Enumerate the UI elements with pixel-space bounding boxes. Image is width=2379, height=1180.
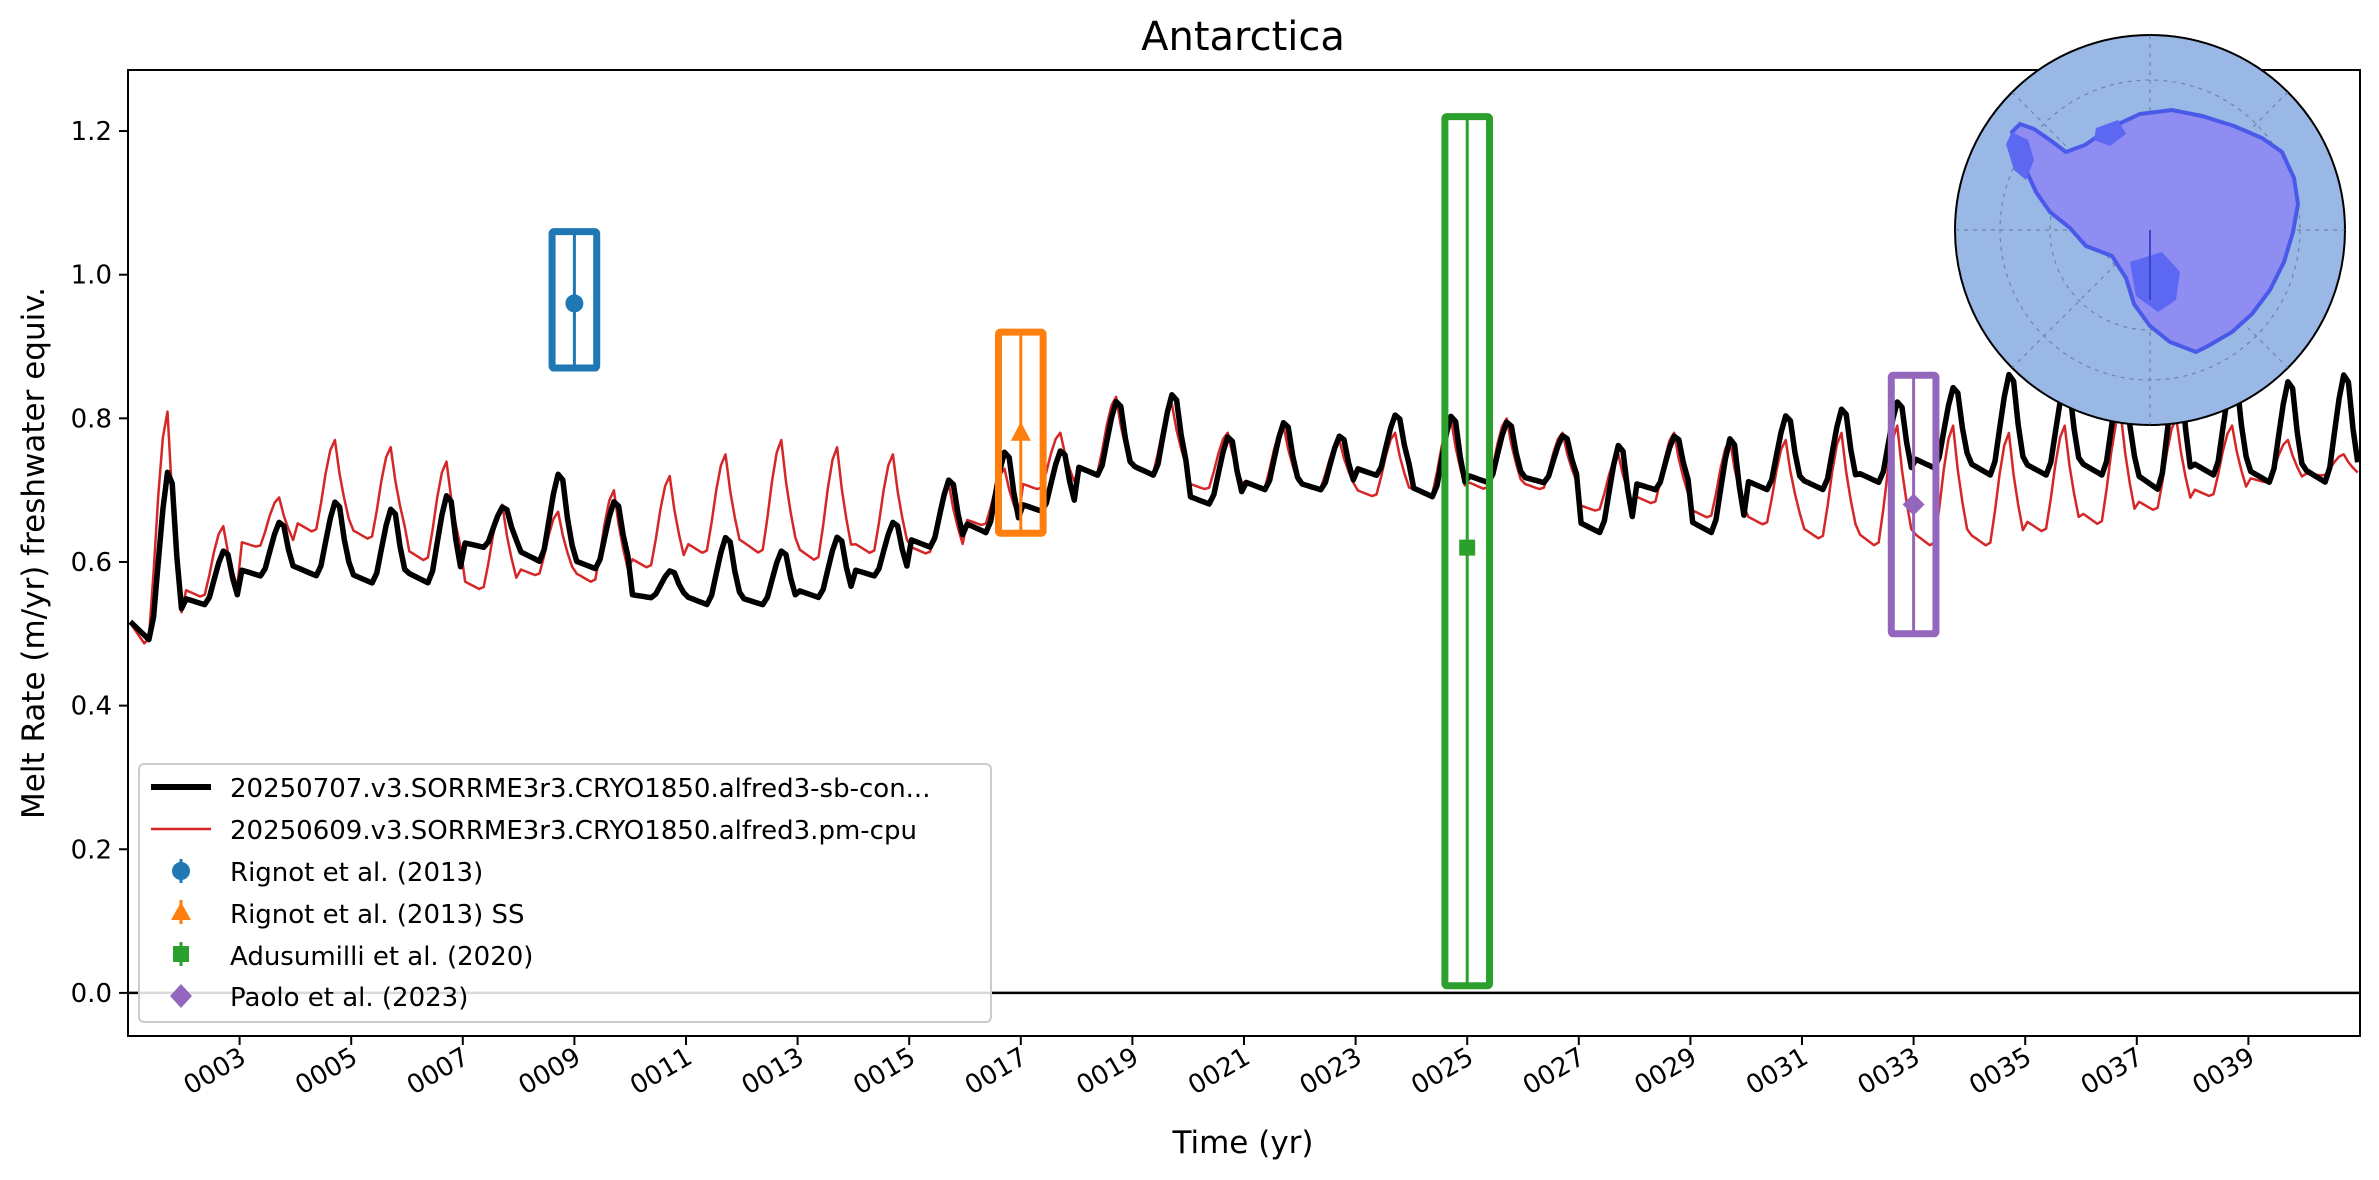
observation-marker (1459, 539, 1476, 556)
x-tick-label: 0017 (960, 1042, 1032, 1101)
observation-2 (994, 328, 1047, 537)
x-tick-label: 0015 (848, 1042, 920, 1101)
legend-label-rignot-2013-ss: Rignot et al. (2013) SS (230, 900, 525, 930)
x-tick-label: 0007 (402, 1042, 474, 1101)
observation-marker (1010, 421, 1031, 441)
legend-label-model-1: 20250707.v3.SORRME3r3.CRYO1850.alfred3-s… (230, 774, 930, 804)
y-tick-label: 0.6 (71, 548, 112, 578)
y-tick-label: 0.2 (71, 835, 112, 865)
x-tick-label: 0033 (1853, 1042, 1925, 1101)
x-tick-label: 0027 (1518, 1042, 1590, 1101)
legend: 20250707.v3.SORRME3r3.CRYO1850.alfred3-s… (138, 763, 992, 1023)
y-tick-label: 0.4 (71, 692, 112, 722)
legend-box (138, 763, 992, 1023)
observation-marker (565, 294, 584, 313)
legend-label-adusumilli-2020: Adusumilli et al. (2020) (230, 942, 533, 972)
series-line-model-2 (129, 395, 2359, 645)
y-tick-label: 1.2 (71, 117, 112, 147)
x-tick-label: 0013 (737, 1042, 809, 1101)
legend-label-model-2: 20250609.v3.SORRME3r3.CRYO1850.alfred3.p… (230, 816, 917, 846)
antarctica-inset-map (1954, 34, 2346, 426)
ross-ice-shelf (2130, 252, 2180, 312)
y-tick-label: 0.0 (71, 979, 112, 1009)
observation-3 (1441, 113, 1494, 990)
observation-4 (1887, 371, 1940, 638)
y-axis-label: Melt Rate (m/yr) freshwater equiv. (16, 287, 52, 819)
x-tick-label: 0023 (1295, 1042, 1367, 1101)
x-tick-label: 0009 (514, 1042, 586, 1101)
x-axis-label: Time (yr) (1172, 1125, 1314, 1161)
x-tick-label: 0019 (1072, 1042, 1144, 1101)
x-tick-label: 0011 (625, 1042, 697, 1101)
antarctic-peninsula (2006, 132, 2034, 180)
plot-area (128, 113, 2360, 995)
x-tick-label: 0003 (179, 1042, 251, 1101)
series-line-model-1 (128, 365, 2360, 643)
x-tick-label: 0031 (1741, 1042, 1813, 1101)
y-tick-label: 1.0 (71, 261, 112, 291)
y-tick-label: 0.8 (71, 404, 112, 434)
x-tick-label: 0035 (1964, 1042, 2036, 1101)
chart-title: Antarctica (1141, 14, 1345, 60)
legend-swatch-rignot-2013-ss (171, 900, 191, 924)
x-tick-label: 0025 (1406, 1042, 1478, 1101)
ronne-ice-shelf (2094, 120, 2126, 146)
legend-label-paolo-2023: Paolo et al. (2023) (230, 983, 468, 1013)
legend-swatch-paolo-2023 (170, 984, 192, 1008)
y-axis: 0.0 0.2 0.4 0.6 0.8 1.0 1.2 (71, 117, 128, 1009)
x-tick-label: 0029 (1630, 1042, 1702, 1101)
observation-marker (1902, 493, 1925, 516)
x-axis: 0003 0005 0007 0009 0011 0013 0015 0017 0019 0021… (179, 1036, 2260, 1101)
legend-label-rignot-2013: Rignot et al. (2013) (230, 858, 483, 888)
x-tick-label: 0021 (1183, 1042, 1255, 1101)
observation-1 (548, 228, 601, 372)
legend-swatch-rignot-2013 (172, 859, 190, 883)
legend-swatch-adusumilli-2020 (173, 942, 189, 966)
x-tick-label: 0005 (290, 1042, 362, 1101)
x-tick-label: 0037 (2076, 1042, 2148, 1101)
x-tick-label: 0039 (2188, 1042, 2260, 1101)
